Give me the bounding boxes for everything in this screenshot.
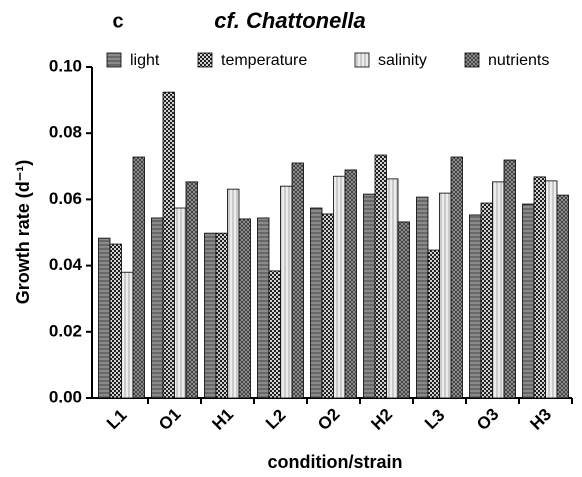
x-tick-label: O2 (314, 405, 343, 434)
bar (522, 203, 535, 399)
legend-swatch (197, 52, 213, 68)
y-tick-label: 0.00 (49, 387, 82, 406)
bar (333, 175, 346, 399)
bar (469, 214, 482, 399)
bar (280, 185, 293, 399)
chart-title: cf. Chattonella (214, 8, 366, 33)
y-tick-label: 0.06 (49, 189, 82, 208)
bar (227, 188, 240, 399)
bar (386, 178, 399, 399)
legend-label: temperature (221, 52, 307, 69)
bar (185, 181, 198, 399)
bar (291, 162, 304, 399)
y-axis-title: Growth rate (d⁻¹) (13, 160, 33, 305)
x-tick-label: O1 (155, 405, 184, 434)
bar (533, 176, 546, 399)
bar (374, 154, 387, 399)
bar (257, 217, 270, 399)
y-tick-label: 0.08 (49, 123, 82, 142)
bar (109, 243, 122, 399)
bar (321, 213, 334, 399)
bar (545, 180, 558, 399)
legend-swatch (354, 52, 370, 68)
x-tick-label: H3 (526, 405, 555, 434)
legend-swatch (106, 52, 122, 68)
bar (268, 270, 281, 399)
bar (416, 196, 429, 399)
x-axis-title: condition/strain (268, 452, 403, 472)
bar (480, 202, 493, 399)
bar (363, 193, 376, 399)
bar (492, 181, 505, 399)
bar (344, 169, 357, 399)
x-tick-label: H1 (208, 405, 237, 434)
bar (439, 192, 452, 399)
y-tick-label: 0.10 (49, 56, 82, 75)
panel-label: c (112, 10, 123, 32)
x-tick-label: L2 (262, 406, 289, 433)
y-tick-label: 0.04 (49, 255, 83, 274)
bar (427, 249, 440, 399)
legend-label: nutrients (488, 52, 549, 69)
bar (162, 91, 175, 399)
bar (215, 232, 228, 399)
bar (174, 207, 187, 399)
bar (121, 271, 134, 399)
bar (151, 217, 164, 399)
x-tick-label: O3 (473, 405, 502, 434)
legend-swatch (464, 52, 480, 68)
legend-label: salinity (378, 52, 427, 69)
bar (204, 232, 217, 399)
bar (556, 194, 569, 399)
bar (132, 156, 145, 399)
bar (238, 218, 251, 399)
bar (397, 221, 410, 399)
bar (503, 159, 516, 399)
x-tick-label: L3 (421, 406, 448, 433)
y-tick-label: 0.02 (49, 321, 82, 340)
bar (450, 156, 463, 399)
x-tick-label: H2 (367, 405, 396, 434)
bar (98, 237, 111, 399)
legend-label: light (130, 52, 160, 69)
x-tick-label: L1 (103, 406, 130, 433)
bar (310, 207, 323, 399)
